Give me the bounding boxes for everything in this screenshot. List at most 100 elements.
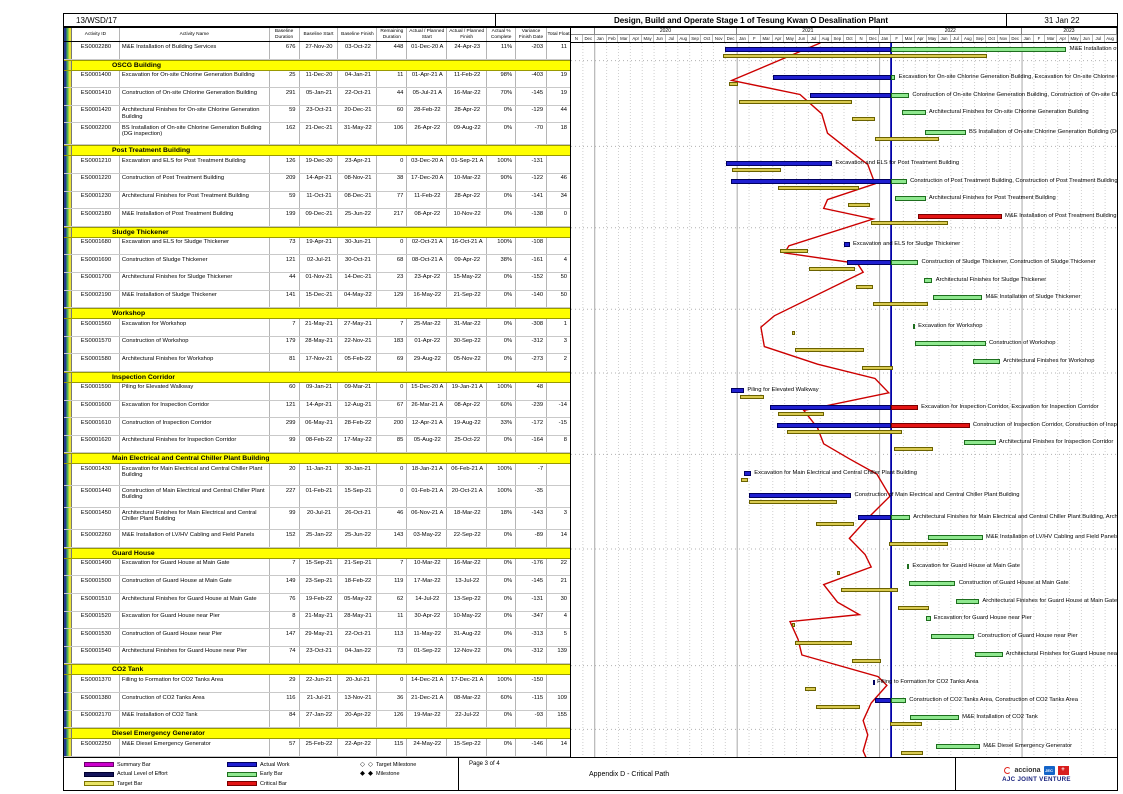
total-float: 34	[560, 193, 568, 200]
early-bar	[926, 616, 931, 622]
timeline-month-cell: N	[856, 35, 868, 42]
milestone-icon: ◆	[360, 770, 365, 777]
row-stripe	[64, 675, 72, 693]
actual-work-bar	[857, 514, 892, 520]
variance-finish-date: -308	[516, 319, 548, 336]
baseline-finish: 31-May-22	[338, 123, 378, 145]
table-row: ES0001410 Construction of On-site Chlorin…	[64, 88, 570, 106]
baseline-finish: 18-Feb-22	[338, 576, 378, 594]
actual-planned-start: 15-Dec-20 A	[407, 382, 448, 400]
target-bar	[900, 750, 924, 755]
row-stripe	[64, 611, 72, 629]
actual-work-bar	[776, 422, 892, 428]
section-label: Post Treatment Building	[112, 147, 191, 155]
remaining-duration: 0	[377, 486, 408, 508]
actual-planned-finish: 18-Mar-22	[447, 508, 488, 530]
baseline-start: 21-May-21	[300, 611, 339, 629]
section-row: OSCG Building	[64, 59, 570, 71]
target-bar	[837, 570, 840, 575]
actual-planned-finish: 21-Sep-22	[447, 290, 488, 308]
actual-planned-finish: 13-Sep-22	[447, 594, 488, 611]
legend-label: Early Bar	[260, 771, 283, 777]
timeline-month-cell: Jan	[1022, 35, 1034, 42]
baseline-finish: 03-Oct-22	[338, 42, 378, 59]
variance-finish-date: -93	[516, 710, 548, 728]
baseline-start: 21-Dec-21	[300, 123, 339, 145]
actual-work-bar	[809, 92, 892, 98]
actual-planned-start: 28-Feb-22	[407, 105, 448, 123]
timeline-month-cell: Jun	[939, 35, 951, 42]
early-bar	[927, 534, 983, 540]
timeline-month-cell: Aug	[1105, 35, 1117, 42]
baseline-finish: 28-Feb-22	[338, 418, 378, 435]
activity-id: ES0001590	[72, 382, 120, 400]
activity-id: ES0001600	[72, 400, 120, 418]
timeline-month-cell: F	[749, 35, 761, 42]
row-stripe	[64, 435, 72, 453]
section-row: Guard House	[64, 547, 570, 559]
early-bar	[891, 75, 896, 81]
activity-id: ES0002250	[72, 739, 120, 756]
actual-planned-finish: 22-Sep-22	[447, 530, 488, 547]
variance-finish-date: -129	[516, 105, 548, 123]
remaining-duration: 0	[377, 464, 408, 486]
remaining-duration: 38	[377, 173, 408, 191]
actual-pct-complete: 98%	[487, 70, 517, 88]
actual-pct-complete: 100%	[487, 675, 517, 693]
timeline-month-cell: Jul	[808, 35, 821, 42]
actual-pct-complete: 18%	[487, 508, 517, 530]
baseline-finish: 20-Apr-22	[338, 710, 378, 728]
activity-id: ES0001510	[72, 594, 120, 611]
gantt-bar-label: Excavation for Guard House near Pier	[933, 615, 1032, 622]
activity-id: ES0001620	[72, 435, 120, 453]
variance-finish-date: -143	[516, 508, 548, 530]
table-row: ES0001620 Architectural Finishes for Insp…	[64, 435, 570, 454]
baseline-finish: 27-May-21	[338, 319, 378, 336]
actual-pct-complete: 100%	[487, 237, 517, 255]
target-bar	[852, 658, 881, 663]
actual-planned-finish: 09-Apr-22	[447, 255, 488, 272]
timeline-month-cell: Aug	[962, 35, 975, 42]
column-header: Activity Name	[120, 28, 270, 41]
remaining-duration: 11	[377, 70, 408, 88]
target-bar	[888, 541, 949, 546]
baseline-start: 19-Apr-21	[300, 237, 339, 255]
remaining-duration: 0	[377, 382, 408, 400]
target-bar	[852, 117, 875, 122]
legend-item: Actual Work	[227, 762, 290, 768]
baseline-duration: 74	[270, 646, 300, 664]
actual-pct-complete: 0%	[487, 354, 517, 371]
activity-name: Excavation for Inspection Corridor	[120, 400, 270, 418]
table-row: ES0002280 M&E Installation of Building Se…	[64, 42, 570, 60]
actual-pct-complete: 0%	[487, 530, 517, 547]
baseline-start: 25-Feb-22	[300, 739, 339, 756]
gantt-bar-label: Construction of Inspection Corridor, Con…	[972, 421, 1117, 428]
baseline-start: 25-Jan-22	[300, 530, 339, 547]
total-float: 8	[563, 437, 568, 444]
target-bar	[777, 185, 859, 190]
table-row: ES0001610 Construction of Inspection Corr…	[64, 418, 570, 436]
row-stripe	[64, 594, 72, 611]
actual-pct-complete: 0%	[487, 646, 517, 664]
gantt-bar-label: Architectural Finishes for Sludge Thicke…	[935, 276, 1047, 283]
gantt-bar-label: Construction of Main Electrical and Cent…	[854, 491, 1020, 498]
row-stripe	[64, 400, 72, 418]
actual-planned-start: 17-Dec-20 A	[407, 173, 448, 191]
table-row: ES0001430 Excavation for Main Electrical …	[64, 464, 570, 487]
total-float: 109	[557, 694, 568, 701]
table-row: ES0001530 Construction of Guard House nea…	[64, 629, 570, 647]
footer-center-cell: Page 3 of 4 Appendix D - Critical Path	[459, 758, 956, 790]
legend-label: Actual Level of Effort	[117, 771, 168, 777]
activity-name: Filling to Formation for CO2 Tanks Area	[120, 675, 270, 693]
baseline-duration: 84	[270, 710, 300, 728]
target-bar	[792, 623, 795, 628]
actual-planned-finish: 17-Dec-21 A	[447, 675, 488, 693]
actual-planned-start: 21-Dec-21 A	[407, 693, 448, 710]
target-bar	[816, 704, 861, 709]
target-bar	[792, 330, 795, 335]
baseline-start: 19-Dec-20	[300, 156, 339, 173]
remaining-duration: 11	[377, 611, 408, 629]
section-label: Main Electrical and Central Chiller Plan…	[112, 455, 270, 463]
variance-finish-date: -403	[516, 70, 548, 88]
timeline-month-cell: Jun	[654, 35, 666, 42]
